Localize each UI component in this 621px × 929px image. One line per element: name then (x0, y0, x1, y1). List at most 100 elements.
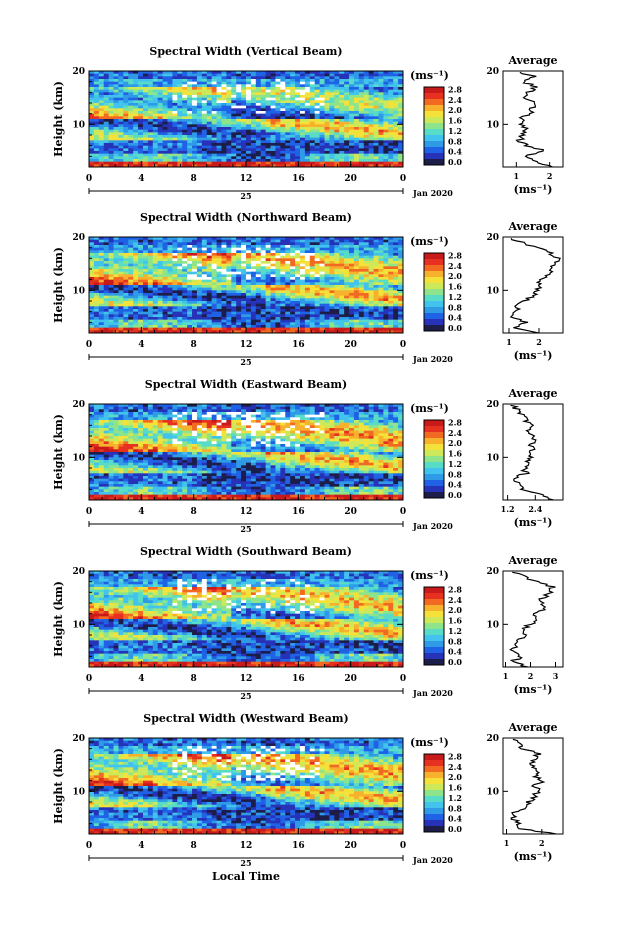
heatmap-cell (123, 261, 129, 265)
heatmap-cell (157, 89, 163, 93)
heatmap-cell (270, 406, 276, 410)
heatmap-cell (309, 285, 316, 289)
heatmap-cell (93, 314, 100, 318)
heatmap-cell (285, 105, 291, 109)
heatmap-cell (93, 303, 100, 307)
heatmap-cell (339, 295, 345, 299)
heatmap-cell (157, 325, 163, 329)
heatmap-cell (236, 277, 242, 281)
y-axis-label: Height (km) (52, 247, 65, 323)
heatmap-cell (206, 145, 213, 149)
heatmap-cell (226, 237, 232, 241)
heatmap-cell (378, 285, 384, 289)
heatmap-cell (162, 258, 168, 262)
heatmap-cell (236, 250, 242, 254)
heatmap-cell (314, 290, 320, 294)
heatmap-cell (373, 132, 379, 136)
heatmap-cell (93, 295, 100, 299)
heatmap-cell (363, 287, 370, 291)
heatmap-cell (250, 148, 257, 152)
heatmap-cell (206, 95, 213, 99)
heatmap-cell (275, 311, 281, 315)
heatmap-cell (133, 89, 139, 93)
heatmap-cell (231, 314, 237, 318)
heatmap-cell (290, 124, 296, 128)
heatmap-cell (353, 111, 360, 115)
heatmap-cell (236, 322, 242, 326)
heatmap-cell (373, 164, 379, 168)
colorbar-tick-label: 0.4 (448, 147, 462, 157)
heatmap-cell (241, 309, 247, 313)
heatmap-cell (349, 127, 355, 131)
heatmap-cell (280, 156, 286, 160)
heatmap-cell (246, 127, 252, 131)
heatmap-cell (98, 322, 105, 326)
heatmap-cell (128, 87, 134, 91)
heatmap-cell (344, 143, 350, 147)
heatmap-cell (241, 285, 247, 289)
heatmap-cell (147, 285, 154, 289)
heatmap-cell (275, 140, 281, 144)
heatmap-cell (290, 113, 296, 117)
heatmap-cell (285, 148, 291, 152)
heatmap-cell (378, 113, 384, 117)
heatmap-cell (344, 81, 350, 85)
panel-title: Spectral Width (Northward Beam) (140, 211, 352, 224)
heatmap-cell (187, 325, 193, 329)
heatmap-cell (221, 285, 227, 289)
heatmap-cell (368, 242, 374, 246)
heatmap-cell (93, 151, 100, 155)
heatmap-cell (363, 409, 370, 413)
heatmap-cell (378, 295, 384, 299)
heatmap-cell (309, 322, 316, 326)
heatmap-cell (128, 81, 134, 85)
heatmap-cell (255, 301, 262, 305)
heatmap-cell (123, 148, 129, 152)
heatmap-cell (221, 148, 227, 152)
heatmap-cell (334, 127, 340, 131)
heatmap-cell (221, 404, 227, 408)
heatmap-cell (152, 84, 159, 88)
heatmap-cell (138, 242, 144, 246)
heatmap-cell (368, 140, 374, 144)
heatmap-cell (216, 103, 222, 107)
heatmap-cell (299, 132, 306, 136)
heatmap-cell (103, 97, 110, 101)
heatmap-cell (324, 258, 330, 262)
heatmap-cell (157, 258, 163, 262)
heatmap-cell (147, 314, 154, 318)
heatmap-cell (393, 97, 399, 101)
heatmap-cell (378, 247, 384, 251)
heatmap-cell (182, 73, 188, 77)
average-unit: (ms⁻¹) (514, 349, 553, 362)
heatmap-cell (275, 103, 281, 107)
heatmap-cell (113, 140, 119, 144)
heatmap-cell (103, 73, 110, 77)
heatmap-cell (290, 103, 296, 107)
heatmap-cell (314, 127, 320, 131)
heatmap-cell (344, 269, 350, 273)
heatmap-cell (280, 271, 286, 275)
heatmap-cell (373, 103, 379, 107)
heatmap-cell (167, 325, 173, 329)
heatmap-cell (236, 266, 242, 270)
heatmap-cell (236, 161, 242, 165)
heatmap-cell (246, 287, 252, 291)
heatmap-cell (290, 409, 296, 413)
heatmap-cell (147, 277, 154, 281)
heatmap-cell (118, 153, 124, 157)
heatmap-cell (304, 404, 311, 408)
heatmap-cell (290, 76, 296, 80)
heatmap-cell (89, 132, 95, 136)
heatmap-cell (334, 159, 340, 163)
heatmap-cell (187, 137, 193, 141)
heatmap-cell (206, 113, 213, 117)
heatmap-cell (378, 277, 384, 281)
x-tick-label: 16 (292, 340, 305, 350)
heatmap-cell (142, 269, 149, 273)
heatmap-cell (319, 89, 325, 93)
heatmap-cell (93, 111, 100, 115)
heatmap-cell (157, 314, 163, 318)
heatmap-cell (329, 113, 335, 117)
heatmap-cell (349, 277, 355, 281)
